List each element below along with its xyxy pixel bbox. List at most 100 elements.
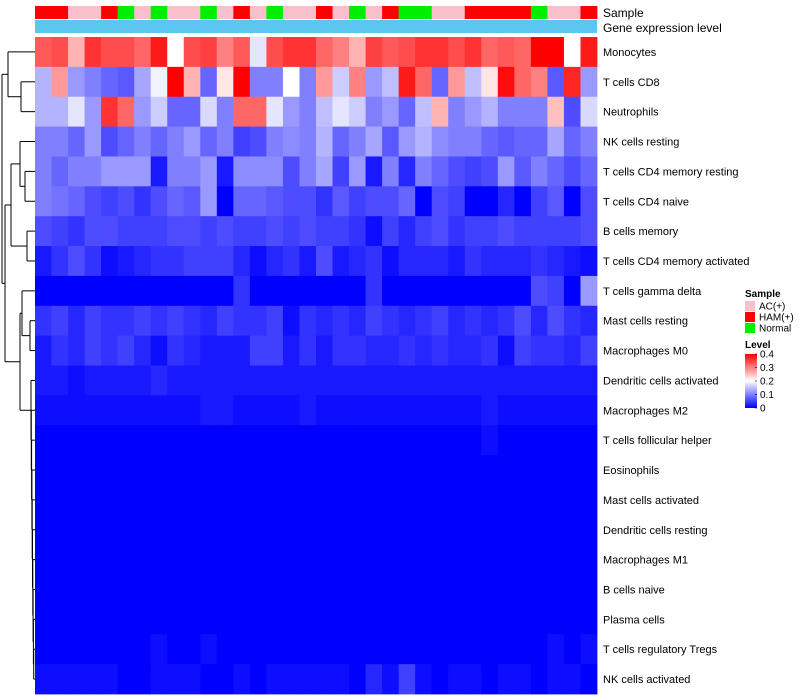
row-label: Macrophages M2	[603, 405, 688, 417]
heatmap-cell	[332, 604, 350, 635]
heatmap-cell	[299, 664, 317, 695]
heatmap-cell	[464, 574, 482, 605]
heatmap-cell	[35, 156, 52, 187]
heatmap-cell	[84, 275, 102, 307]
heatmap-cell	[316, 514, 333, 546]
heatmap-cell	[415, 186, 433, 217]
heatmap-cell	[382, 66, 400, 98]
heatmap-cell	[398, 216, 416, 247]
heatmap-cell	[316, 156, 333, 187]
heatmap-cell	[415, 514, 433, 546]
heatmap-cell	[398, 455, 416, 486]
heatmap-cell	[530, 66, 548, 98]
heatmap-cell	[530, 156, 548, 187]
heatmap-cell	[51, 664, 69, 695]
heatmap-cell	[282, 246, 300, 277]
heatmap-cell	[51, 634, 69, 665]
heatmap-cell	[398, 66, 416, 98]
heatmap-cell	[68, 335, 85, 366]
heatmap-cell	[497, 365, 515, 396]
heatmap-cell	[349, 544, 366, 575]
heatmap-cell	[580, 574, 598, 605]
row-label: Eosinophils	[603, 465, 660, 477]
heatmap-cell	[365, 305, 383, 337]
heatmap-cell	[233, 156, 251, 187]
heatmap-cell	[398, 574, 416, 605]
heatmap-cell	[563, 246, 581, 277]
legend-label: Normal	[759, 324, 791, 335]
heatmap-cell	[249, 365, 267, 396]
heatmap-cell	[332, 246, 350, 277]
heatmap-cell	[249, 664, 267, 695]
heatmap-cell	[233, 275, 251, 307]
heatmap-cell	[134, 604, 152, 635]
heatmap-cell	[332, 156, 350, 187]
heatmap-cell	[398, 275, 416, 307]
heatmap-cell	[68, 216, 85, 247]
heatmap-cell	[51, 246, 69, 277]
heatmap-cell	[497, 66, 515, 98]
heatmap-cell	[249, 634, 267, 665]
sample-annotation-cell	[266, 6, 284, 19]
heatmap-cell	[282, 634, 300, 665]
sample-annotation-cell	[282, 6, 300, 19]
heatmap-cell	[117, 544, 135, 575]
heatmap-cell	[497, 126, 515, 157]
sample-annotation-cell	[101, 6, 119, 19]
heatmap-cell	[150, 186, 168, 217]
heatmap-cell	[134, 335, 152, 366]
heatmap-cell	[398, 186, 416, 217]
heatmap-cell	[150, 96, 168, 127]
heatmap-cell	[35, 484, 52, 516]
row-label: B cells memory	[603, 226, 679, 238]
heatmap-cell	[282, 275, 300, 307]
heatmap-cell	[382, 395, 400, 426]
heatmap-cell	[398, 305, 416, 337]
heatmap-cell	[316, 335, 333, 366]
heatmap-cell	[530, 37, 548, 68]
heatmap-cell	[51, 37, 69, 68]
heatmap-cell	[68, 484, 85, 516]
heatmap-cell	[117, 96, 135, 127]
heatmap-cell	[134, 246, 152, 277]
heatmap-cell	[547, 544, 565, 575]
heatmap-cell	[547, 365, 565, 396]
heatmap-cell	[117, 634, 135, 665]
heatmap-cell	[415, 604, 433, 635]
heatmap-cell	[481, 604, 499, 635]
heatmap-cell	[514, 455, 532, 486]
heatmap-cell	[249, 514, 267, 546]
heatmap-cell	[101, 216, 119, 247]
heatmap-cell	[233, 425, 251, 456]
heatmap-cell	[497, 514, 515, 546]
heatmap-cell	[464, 66, 482, 98]
heatmap-cell	[580, 305, 598, 337]
heatmap-cell	[481, 395, 499, 426]
heatmap-cell	[117, 484, 135, 516]
heatmap-cell	[464, 634, 482, 665]
legend-swatch	[745, 312, 755, 322]
heatmap-cell	[481, 544, 499, 575]
heatmap-cell	[216, 305, 234, 337]
heatmap-cell	[51, 216, 69, 247]
heatmap-cell	[530, 216, 548, 247]
heatmap-cell	[365, 126, 383, 157]
heatmap-cell	[382, 186, 400, 217]
heatmap-cell	[497, 246, 515, 277]
heatmap-cell	[349, 156, 366, 187]
heatmap-cell	[266, 335, 284, 366]
row-label: NK cells resting	[603, 137, 679, 149]
heatmap-cell	[200, 484, 218, 516]
heatmap-cell	[249, 66, 267, 98]
heatmap-cell	[349, 395, 366, 426]
heatmap-cell	[266, 634, 284, 665]
heatmap-cell	[134, 365, 152, 396]
heatmap-cell	[349, 66, 366, 98]
sample-annotation-cell	[183, 6, 201, 19]
heatmap-cell	[249, 126, 267, 157]
heatmap-cell	[431, 335, 449, 366]
heatmap-cell	[282, 395, 300, 426]
heatmap-cell	[365, 544, 383, 575]
heatmap-cell	[382, 126, 400, 157]
heatmap-cell	[117, 37, 135, 68]
